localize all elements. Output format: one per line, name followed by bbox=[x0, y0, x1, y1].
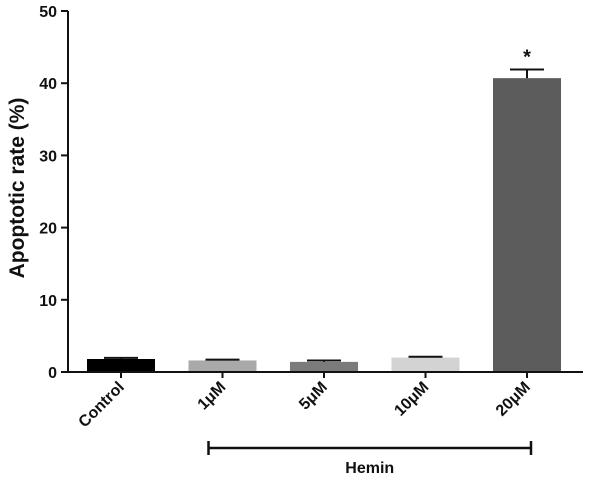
x-axis: Control 1μM 5μM 10μM 20μM bbox=[68, 371, 583, 431]
x-tick-label: Control bbox=[76, 379, 128, 431]
group-bracket: Hemin bbox=[207, 441, 533, 477]
y-tick-label: 10 bbox=[39, 293, 57, 310]
y-tick-label: 50 bbox=[39, 4, 57, 21]
bar bbox=[87, 359, 155, 372]
y-tick-label: 30 bbox=[39, 148, 57, 165]
x-tick-label: 5μM bbox=[296, 379, 331, 414]
group-bracket-label: Hemin bbox=[345, 460, 394, 477]
y-tick-label: 40 bbox=[39, 76, 57, 93]
bar bbox=[493, 78, 561, 372]
bar bbox=[391, 357, 460, 372]
x-tick-label: 1μM bbox=[195, 379, 230, 414]
x-tick-label: 10μM bbox=[391, 379, 432, 420]
y-tick-label: 0 bbox=[48, 365, 57, 382]
significance-asterisk: * bbox=[523, 46, 531, 68]
bar bbox=[188, 360, 257, 372]
x-tick-label: 20μM bbox=[493, 379, 534, 420]
bar bbox=[290, 361, 358, 372]
y-tick-label: 20 bbox=[39, 221, 57, 238]
bars: * bbox=[87, 46, 561, 372]
y-axis: 0 10 20 30 40 50 bbox=[39, 4, 69, 382]
y-axis-title: Apoptotic rate (%) bbox=[6, 98, 29, 279]
